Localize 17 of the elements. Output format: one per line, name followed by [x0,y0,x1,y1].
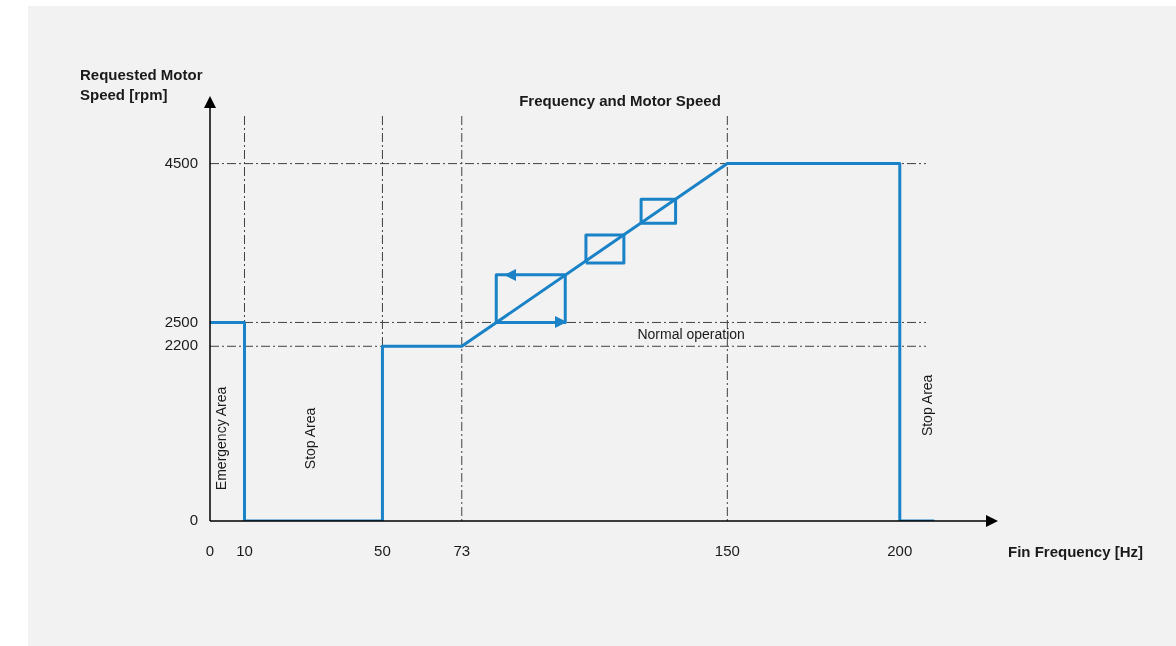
y-tick-label: 2500 [164,312,198,330]
annotation: Stop Area [301,407,318,470]
x-axis-title: Fin Frequency [Hz] [1008,543,1144,560]
x-tick-label: 73 [453,542,471,560]
annotation: Emergency Area [212,386,229,491]
x-tick-label: 50 [374,542,391,560]
chart-title: Frequency and Motor Speed [519,92,721,109]
annotation: Normal operation [637,326,745,343]
x-tick-label: 200 [887,542,913,560]
y-tick-label: 0 [189,511,198,529]
x-tick-label: 10 [236,542,253,560]
x-tick-label: 150 [714,542,740,560]
x-tick-label: 0 [205,542,215,560]
y-tick-label: 4500 [164,153,198,171]
annotation: Stop Area [918,374,935,437]
y-tick-label: 2200 [164,336,198,354]
y-axis-title: Requested Motor Speed [rpm] [80,66,203,103]
